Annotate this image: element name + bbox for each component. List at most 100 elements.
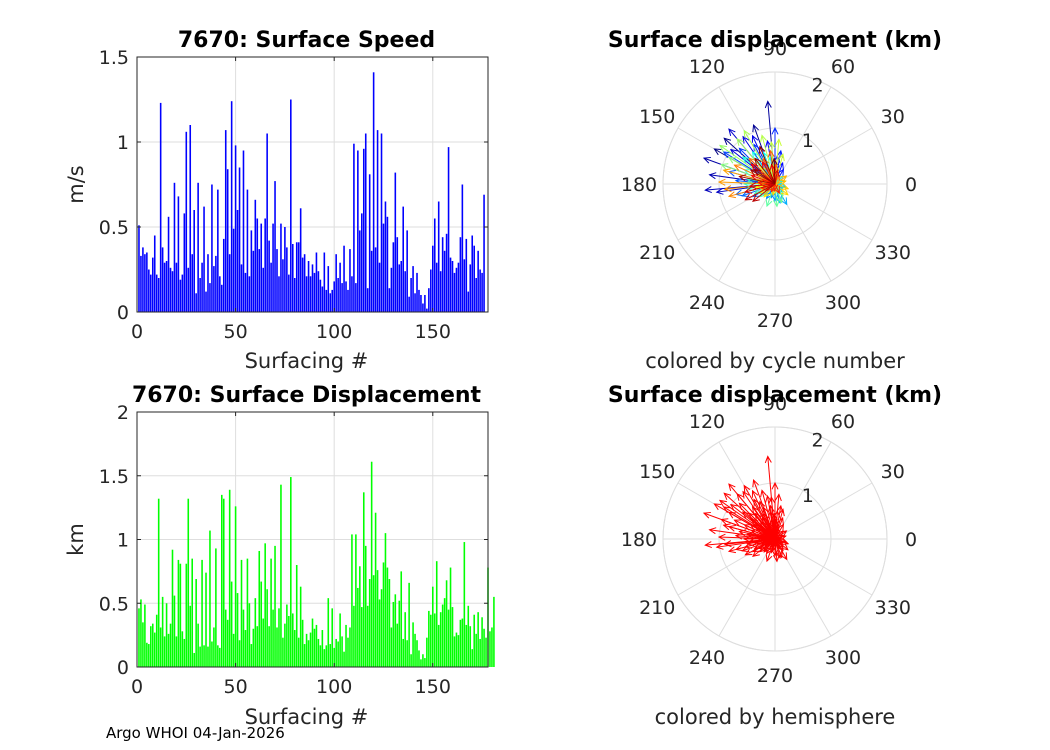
vector-arrowhead <box>777 168 784 177</box>
vector-arrowhead <box>722 506 731 514</box>
bar <box>380 133 383 312</box>
bar <box>197 623 199 667</box>
bar <box>193 210 195 312</box>
vector-arrowhead <box>743 129 751 138</box>
bar <box>252 628 255 667</box>
vector-arrowhead <box>719 499 727 507</box>
bar <box>441 604 444 667</box>
polar-chart-3: 0 30 60 90 120 150 180 210 240 270 300 330 1 2 Surface… <box>608 383 942 729</box>
bar <box>479 269 481 312</box>
vector-arrowhead <box>776 195 783 204</box>
angle-tick-label: 60 <box>831 56 855 78</box>
vector-arrowhead <box>767 504 775 513</box>
bar <box>222 498 225 667</box>
bar <box>313 628 316 667</box>
bar <box>165 603 168 667</box>
displacement-vector <box>748 157 776 185</box>
bar <box>451 261 454 312</box>
bar <box>301 619 304 667</box>
bar <box>155 614 158 667</box>
vector-arrowhead <box>753 498 760 507</box>
vector-arrowhead <box>770 157 778 166</box>
bar <box>276 627 278 667</box>
bar <box>315 624 318 667</box>
bar <box>473 614 475 667</box>
bar <box>217 189 219 312</box>
bar <box>435 561 438 667</box>
bar <box>284 227 286 312</box>
vector-arrowhead <box>733 164 742 171</box>
bar <box>382 223 385 312</box>
vector-arrowhead <box>774 493 782 502</box>
angle-tick-label: 30 <box>881 461 905 483</box>
angle-tick-label: 300 <box>825 292 861 314</box>
bar <box>416 272 418 312</box>
bar <box>337 278 339 312</box>
bar <box>406 640 408 667</box>
bar <box>153 235 156 312</box>
bar <box>437 201 440 312</box>
vector-arrowhead <box>760 489 767 498</box>
vector-arrowhead <box>753 542 762 550</box>
bar <box>226 619 229 667</box>
vector-arrowhead <box>773 186 780 195</box>
displacement-vector <box>752 538 776 557</box>
vector-arrowhead <box>775 550 782 560</box>
bar <box>144 604 146 667</box>
radius-tick-label: 2 <box>811 430 823 452</box>
displacement-vector <box>774 175 787 185</box>
bar <box>317 638 320 667</box>
polar-outer-ring <box>662 71 888 297</box>
bar <box>447 147 450 312</box>
bar <box>201 262 203 312</box>
angle-tick-label: 330 <box>875 242 911 264</box>
bar <box>258 249 261 312</box>
vector-arrowhead <box>774 138 782 147</box>
bar <box>272 609 274 667</box>
bar <box>303 644 306 667</box>
bar <box>343 651 345 667</box>
vector-arrowhead <box>748 157 757 166</box>
vector-arrowhead <box>727 156 736 164</box>
footer-credit: Argo WHOI 04-Jan-2026 <box>106 724 285 742</box>
vector-arrowhead <box>778 153 785 162</box>
bar <box>278 276 280 312</box>
angle-tick-label: 90 <box>763 393 787 415</box>
vector-arrowhead <box>708 172 717 180</box>
bar <box>264 543 266 667</box>
bar <box>394 594 397 667</box>
vector-arrowhead <box>771 481 779 490</box>
bar <box>402 638 404 667</box>
bar <box>410 278 412 312</box>
displacement-vector <box>754 158 776 185</box>
bar <box>262 267 264 312</box>
vector-arrowhead <box>765 199 773 208</box>
bar <box>230 101 233 312</box>
vector-arrowhead <box>719 144 727 152</box>
displacement-vector <box>774 180 786 185</box>
x-tick-label: 150 <box>415 321 451 343</box>
vector-arrowhead <box>771 194 779 202</box>
vector-arrowhead <box>715 542 724 550</box>
bar <box>138 225 140 312</box>
radius-tick-label: 1 <box>802 485 814 507</box>
vector-arrowhead <box>763 544 771 553</box>
bar <box>187 267 190 312</box>
vector-arrowhead <box>752 194 760 202</box>
bar <box>412 622 414 667</box>
bar <box>299 208 302 312</box>
bar <box>469 626 472 667</box>
bar <box>171 549 174 667</box>
bar <box>443 250 446 312</box>
bar <box>398 600 401 667</box>
bar <box>307 640 310 667</box>
vector-arrowhead <box>764 100 772 109</box>
vector-arrowhead <box>733 519 742 526</box>
bar <box>209 283 211 312</box>
polar-outer-ring <box>662 426 888 652</box>
bar <box>185 563 188 667</box>
bar <box>485 637 487 667</box>
bar <box>232 228 235 312</box>
vector-arrowhead <box>713 148 722 156</box>
